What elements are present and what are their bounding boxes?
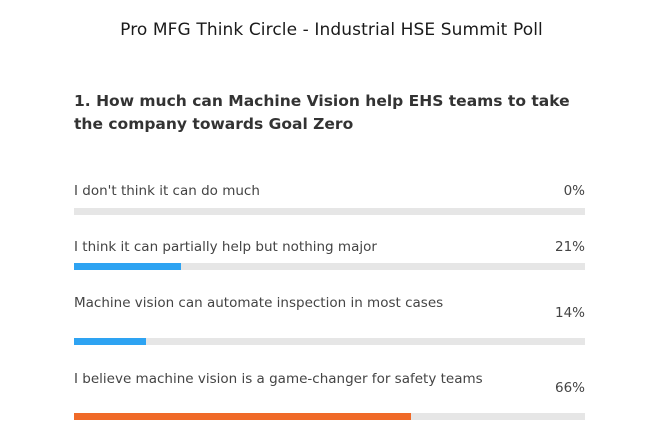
page-title: Pro MFG Think Circle - Industrial HSE Su… <box>120 20 543 40</box>
poll-option-bar-track <box>74 338 585 345</box>
poll-option-label: I think it can partially help but nothin… <box>74 239 377 255</box>
poll-option-bar-track <box>74 208 585 215</box>
poll-option-label: I believe machine vision is a game-chang… <box>74 371 483 387</box>
poll-option-percent: 21% <box>554 239 585 255</box>
poll-option-percent: 14% <box>554 305 585 321</box>
poll-option-label: I don't think it can do much <box>74 183 260 199</box>
poll-option-label: Machine vision can automate inspection i… <box>74 295 444 311</box>
poll-option-bar-track <box>74 413 585 420</box>
poll-option-bar-fill <box>74 263 182 270</box>
poll-option-bar-fill <box>74 413 412 420</box>
poll-option-bar-fill <box>74 338 146 345</box>
poll-question: 1. How much can Machine Vision help EHS … <box>74 92 570 133</box>
poll-option-percent: 66% <box>554 380 585 396</box>
poll-option-bar-track <box>74 263 585 270</box>
poll-option-percent: 0% <box>563 183 585 199</box>
